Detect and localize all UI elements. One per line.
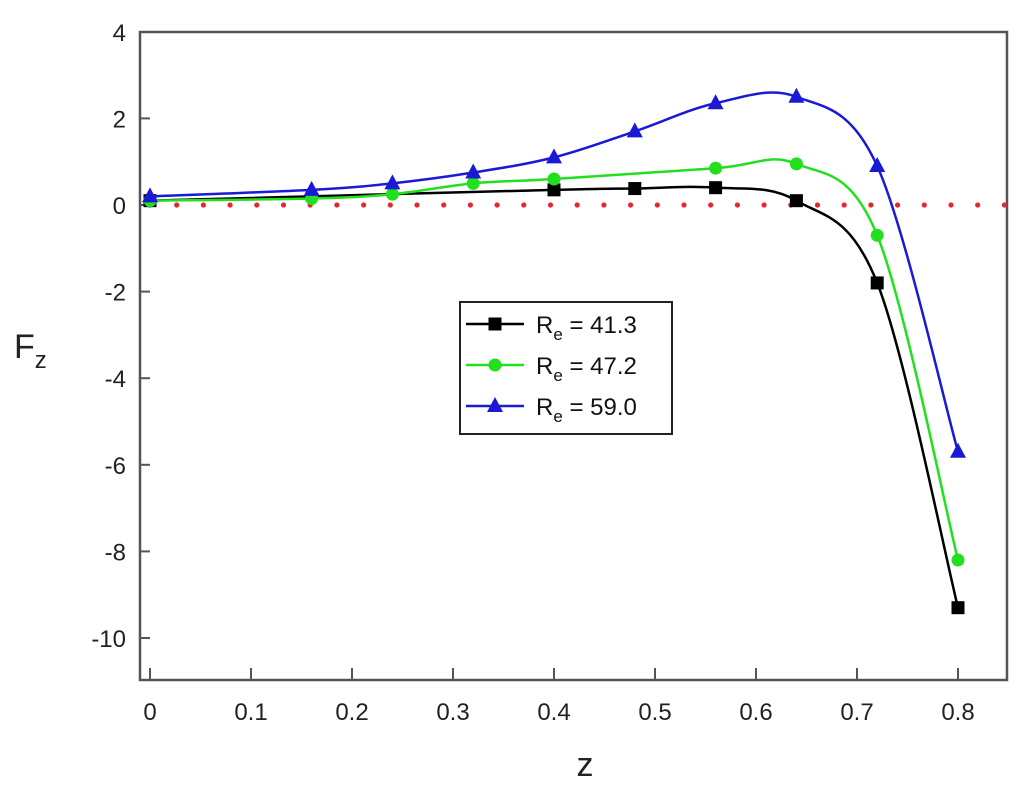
- legend-label: Re = 59.0: [536, 394, 637, 426]
- reference-dot: [975, 202, 981, 208]
- legend-label: Re = 47.2: [536, 353, 637, 385]
- triangle-marker-icon: [546, 148, 562, 164]
- axes-labels: z Fz: [14, 328, 594, 784]
- reference-dot: [681, 202, 687, 208]
- y-axis-title-main: F: [14, 328, 35, 366]
- reference-dot: [628, 202, 634, 208]
- x-tick-label: 0.6: [739, 699, 772, 726]
- x-tick-label: 0.7: [840, 699, 873, 726]
- y-tick-label: -6: [105, 453, 126, 480]
- circle-marker-icon: [488, 358, 502, 372]
- reference-dot: [174, 202, 180, 208]
- triangle-marker-icon: [465, 163, 482, 179]
- circle-marker-icon: [547, 172, 561, 186]
- reference-dot: [948, 202, 954, 208]
- square-marker-icon: [870, 276, 884, 290]
- x-tick-label: 0.2: [335, 699, 368, 726]
- square-marker-icon: [951, 601, 965, 615]
- reference-dot: [227, 202, 233, 208]
- y-axis-title: Fz: [14, 328, 47, 374]
- triangle-marker-icon: [707, 94, 724, 110]
- reference-dot: [547, 202, 554, 208]
- reference-dot: [280, 202, 287, 208]
- reference-dot: [814, 202, 821, 208]
- triangle-marker-icon: [303, 180, 320, 196]
- circle-marker-icon: [709, 161, 723, 175]
- circle-marker-icon: [466, 176, 480, 190]
- reference-dot: [868, 202, 874, 208]
- circle-marker-icon: [789, 157, 803, 171]
- reference-dot: [254, 202, 260, 208]
- x-tick-label: 0.5: [638, 699, 671, 726]
- y-tick-label: -4: [105, 366, 126, 393]
- legend: Re = 41.3 Re = 47.2 Re = 59.0: [459, 301, 673, 435]
- reference-dot: [334, 202, 340, 208]
- series-line: [149, 158, 960, 561]
- reference-dot: [467, 202, 473, 208]
- legend-item: Re = 59.0: [466, 394, 637, 426]
- x-axis-title: z: [577, 746, 594, 784]
- y-axis-title-sub: z: [35, 347, 47, 374]
- circle-marker-icon: [385, 187, 399, 201]
- square-marker-icon: [547, 183, 561, 197]
- triangle-marker-icon: [869, 157, 886, 173]
- y-tick-label: 2: [113, 106, 126, 133]
- triangle-marker-icon: [487, 397, 503, 412]
- legend-item: Re = 41.3: [466, 312, 637, 344]
- x-tick-label: 0.4: [537, 699, 570, 726]
- circle-marker-icon: [951, 553, 965, 567]
- triangle-marker-icon: [142, 187, 158, 203]
- legend-item: Re = 47.2: [466, 353, 637, 385]
- triangle-marker-icon: [626, 122, 643, 138]
- series-triangle: [142, 87, 966, 458]
- x-tick-label: 0.8: [941, 699, 974, 726]
- reference-dot: [574, 202, 580, 208]
- plot-border: [138, 30, 1009, 682]
- reference-dot: [494, 202, 500, 208]
- reference-dot: [414, 202, 420, 208]
- x-tick-label: 0: [143, 699, 156, 726]
- reference-dot: [654, 202, 660, 208]
- reference-dot: [761, 202, 767, 208]
- triangle-marker-icon: [950, 442, 966, 458]
- y-tick-label: -2: [105, 280, 126, 307]
- reference-dot: [841, 202, 847, 208]
- plot-frame: 4 2 0 -2 -4 -6 -8 -10 0 0.1 0.2 0.3 0.4 0.5 0.6 0.7 0.8: [91, 20, 1009, 726]
- zero-reference-line: [147, 202, 1008, 208]
- series-layer: [142, 87, 966, 615]
- reference-dot: [441, 202, 447, 208]
- reference-dot: [200, 202, 206, 208]
- reference-dot: [601, 202, 607, 208]
- circle-marker-icon: [870, 228, 884, 242]
- reference-dot: [521, 202, 527, 208]
- reference-dot: [387, 202, 393, 208]
- square-marker-icon: [709, 181, 723, 195]
- triangle-marker-icon: [788, 87, 805, 103]
- reference-dot: [895, 202, 901, 208]
- square-marker-icon: [628, 182, 642, 196]
- reference-dot: [734, 202, 741, 208]
- x-tick-label: 0.1: [234, 699, 267, 726]
- square-marker-icon: [789, 194, 803, 208]
- reference-dot: [921, 202, 927, 208]
- square-marker-icon: [488, 317, 502, 331]
- y-tick-label: -8: [105, 539, 126, 566]
- reference-dot: [361, 202, 367, 208]
- reference-dot: [1001, 202, 1008, 208]
- y-tick-label: -10: [91, 626, 126, 653]
- legend-label: Re = 41.3: [536, 312, 637, 344]
- y-tick-label: 0: [113, 193, 126, 220]
- x-tick-label: 0.3: [436, 699, 469, 726]
- y-tick-label: 4: [113, 20, 126, 47]
- triangle-marker-icon: [384, 174, 401, 190]
- reference-dot: [708, 202, 714, 208]
